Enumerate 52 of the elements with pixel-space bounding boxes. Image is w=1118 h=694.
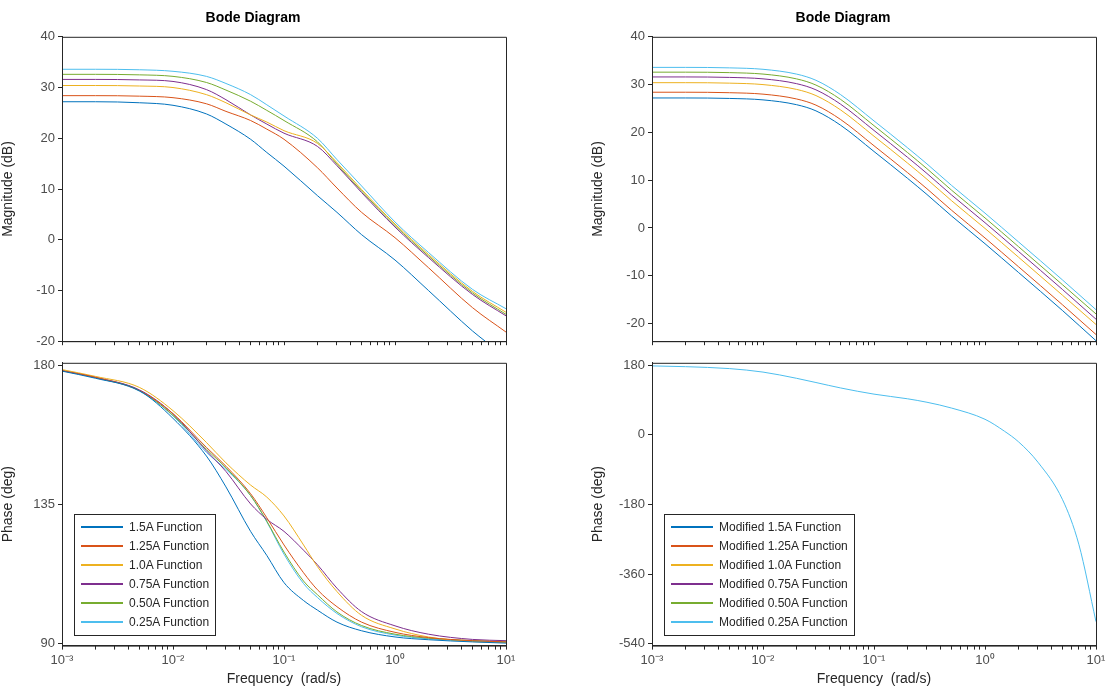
legend-label: Modified 0.75A Function: [719, 575, 848, 593]
y-tick-label: 180: [623, 356, 645, 372]
y-tick-label: 0: [47, 231, 55, 247]
x-axis-title: Frequency (rad/s): [226, 670, 342, 687]
y-axis-title: Phase (deg): [0, 466, 16, 543]
x-tick-label: 10¹: [1086, 651, 1107, 667]
legend-label: Modified 1.0A Function: [719, 556, 842, 574]
y-tick-label: 30: [40, 79, 55, 95]
y-tick-label: 180: [33, 357, 55, 373]
legend-label: Modified 1.25A Function: [719, 537, 848, 555]
y-tick-label: -360: [618, 565, 645, 581]
y-tick-label: 40: [40, 28, 55, 44]
x-tick-label: 10⁰: [385, 651, 405, 667]
y-tick-label: -540: [618, 635, 645, 651]
y-axis-title: Phase (deg): [589, 466, 606, 543]
legend-label: Modified 0.25A Function: [719, 613, 848, 631]
y-tick-label: 30: [630, 76, 645, 92]
legend-label: 0.25A Function: [129, 613, 210, 631]
y-tick-label: 0: [637, 219, 645, 235]
legend-label: 1.5A Function: [129, 518, 203, 536]
y-tick-label: -20: [626, 315, 645, 331]
y-tick-label: 10: [630, 171, 645, 187]
y-tick-label: 0: [637, 426, 645, 442]
legend-label: 1.25A Function: [129, 537, 210, 555]
x-tick-label: 10⁻¹: [272, 651, 297, 667]
x-tick-label: 10¹: [496, 651, 517, 667]
x-tick-label: 10⁻³: [640, 651, 665, 667]
x-tick-label: 10⁰: [975, 651, 995, 667]
y-tick-label: 135: [33, 496, 55, 512]
legend-label: 1.0A Function: [129, 556, 203, 574]
x-tick-label: 10⁻²: [751, 651, 776, 667]
x-tick-label: 10⁻¹: [862, 651, 887, 667]
y-tick-label: 20: [40, 129, 55, 145]
y-tick-label: 20: [630, 123, 645, 139]
y-tick-label: -180: [618, 495, 645, 511]
legend-label: Modified 1.5A Function: [719, 518, 842, 536]
legend-label: 0.50A Function: [129, 594, 210, 612]
y-tick-label: 90: [40, 635, 55, 651]
y-axis-title: Magnitude (dB): [0, 141, 16, 237]
y-tick-label: -10: [626, 267, 645, 283]
chart-title: Bode Diagram: [205, 9, 301, 26]
chart-title: Bode Diagram: [795, 9, 891, 26]
y-tick-label: -10: [36, 282, 55, 298]
x-tick-label: 10⁻²: [161, 651, 186, 667]
x-tick-label: 10⁻³: [50, 651, 75, 667]
legend-label: Modified 0.50A Function: [719, 594, 848, 612]
legend-label: 0.75A Function: [129, 575, 210, 593]
y-tick-label: 40: [630, 28, 645, 44]
x-axis-title: Frequency (rad/s): [816, 670, 932, 687]
y-tick-label: 10: [40, 180, 55, 196]
y-axis-title: Magnitude (dB): [589, 141, 606, 237]
y-tick-label: -20: [36, 332, 55, 348]
